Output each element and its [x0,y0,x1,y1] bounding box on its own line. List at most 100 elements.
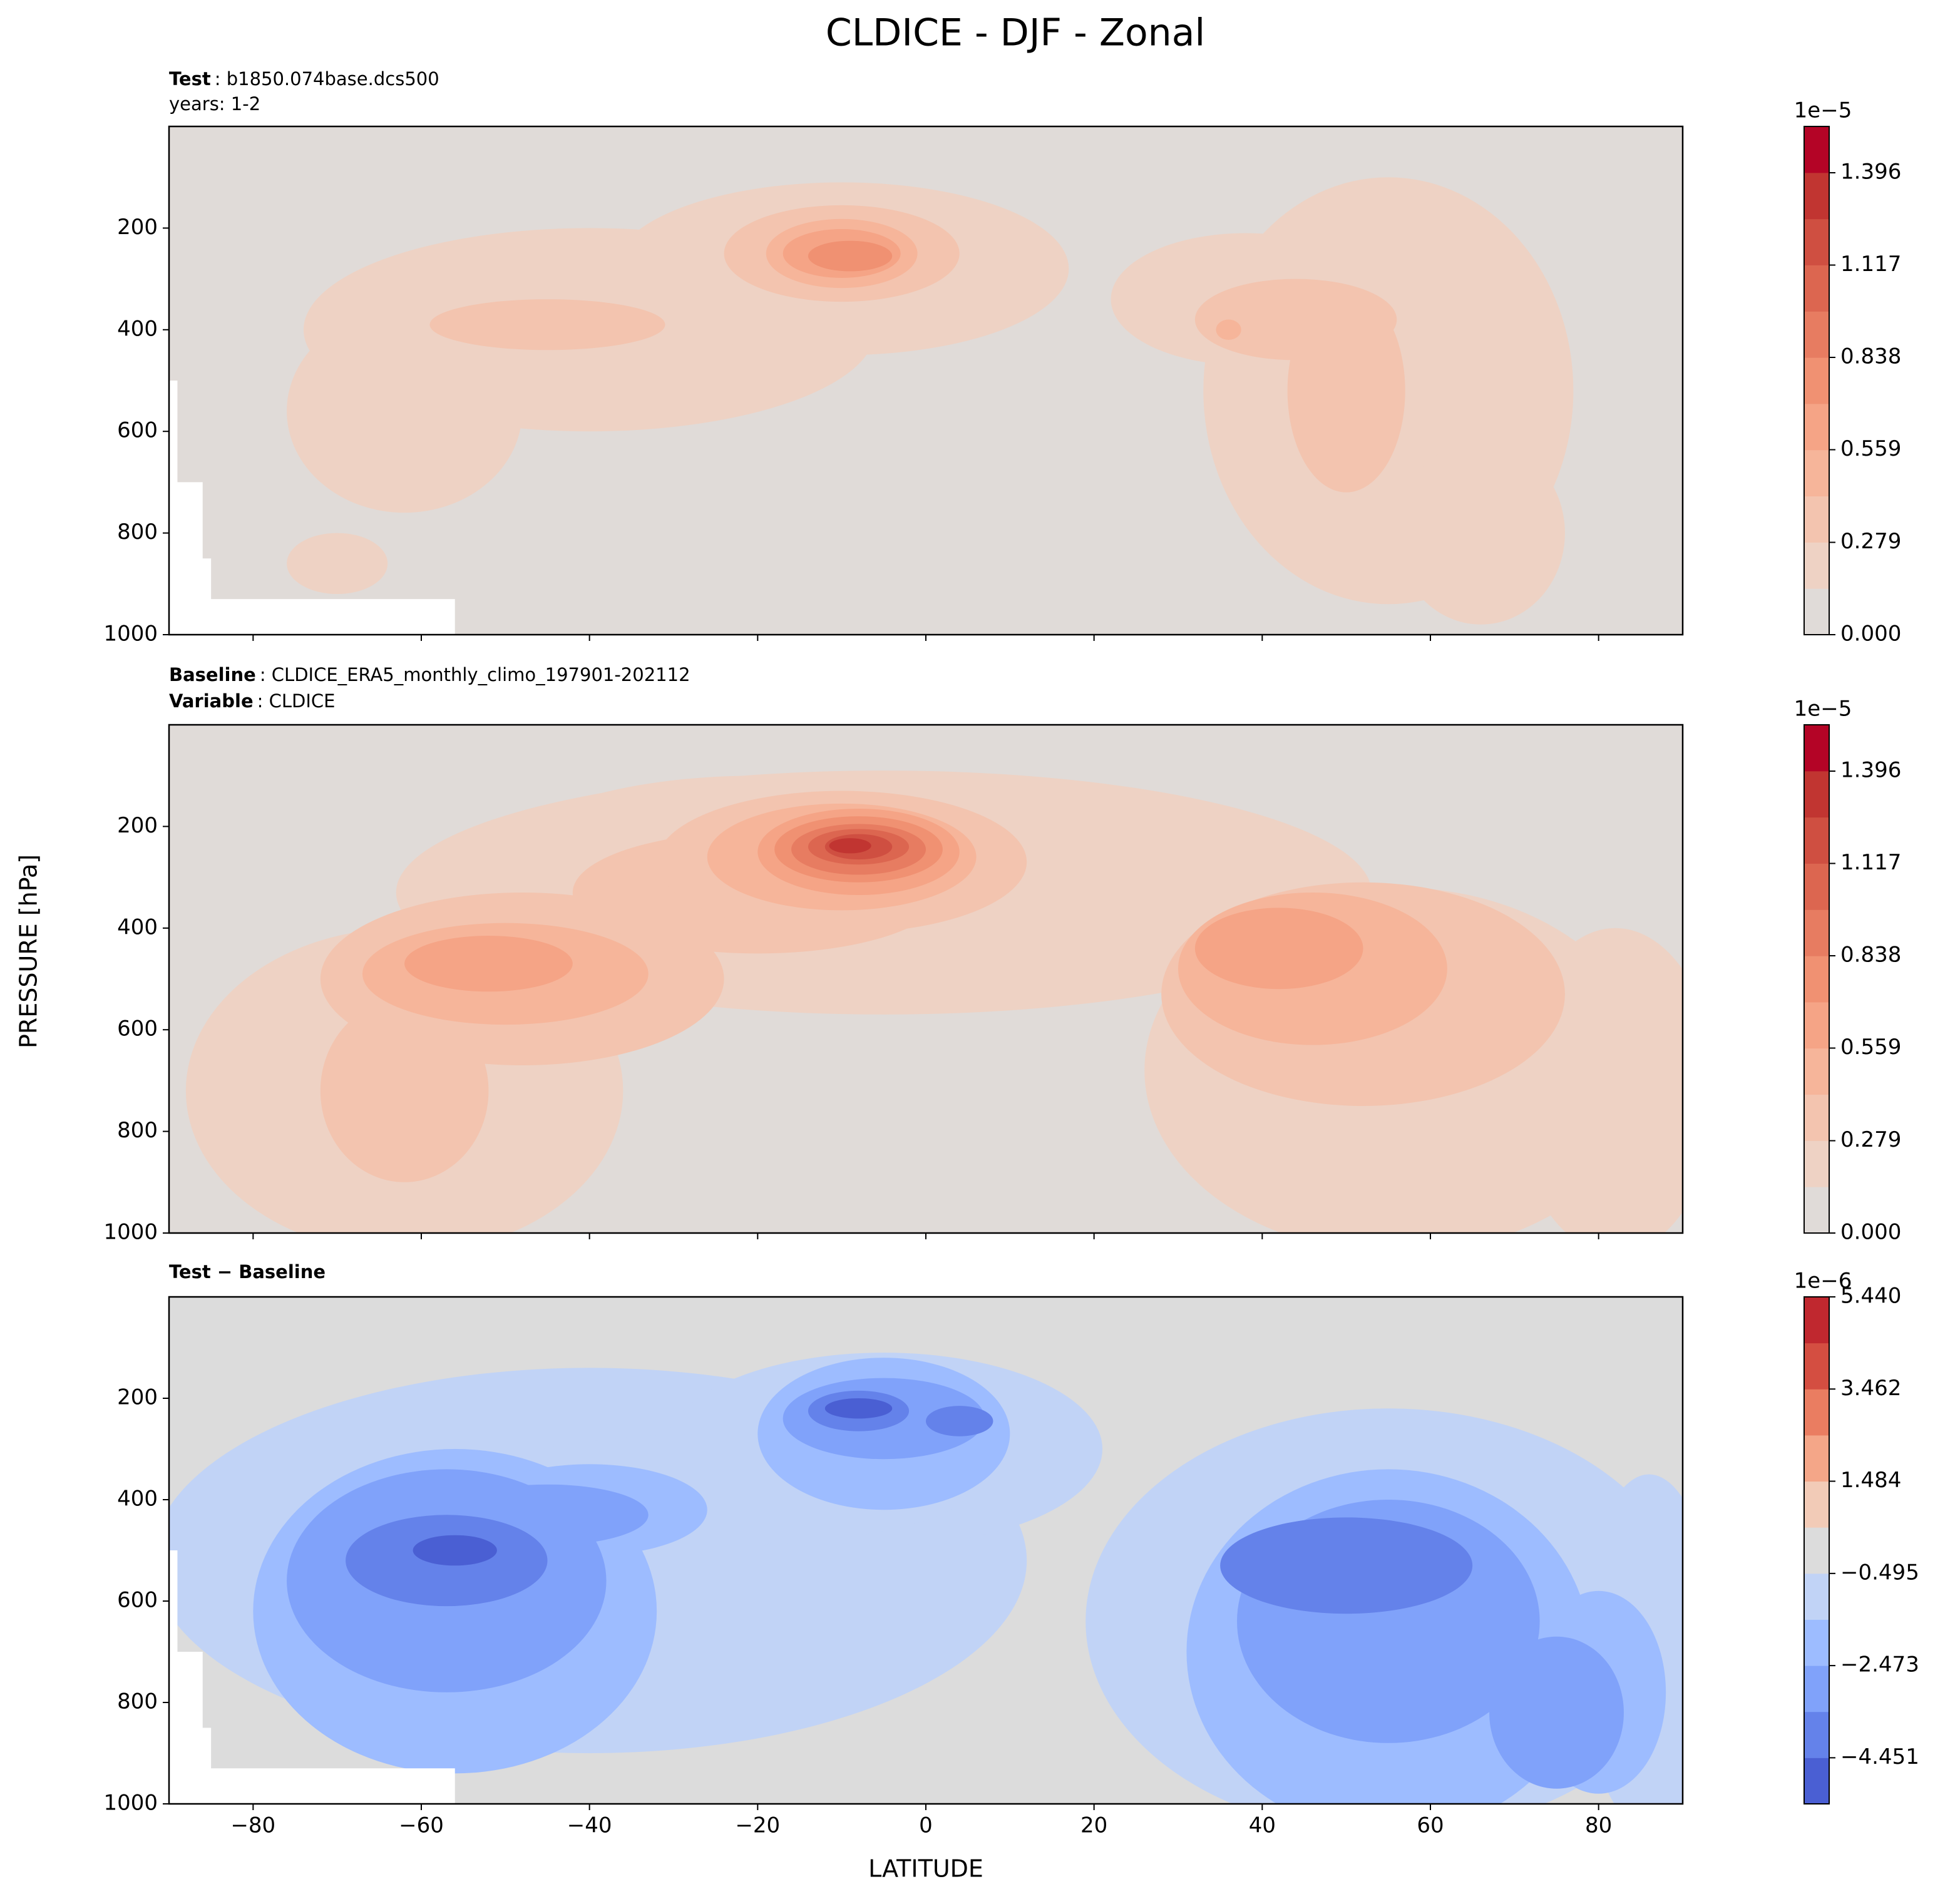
x-tick-label: −60 [399,1813,444,1838]
contour-region [1194,908,1363,990]
contour-region [808,240,893,272]
colorbar-tick-label: 0.559 [1840,436,1901,461]
colorbar-band [1804,1343,1829,1390]
colorbar-band [1804,1619,1829,1666]
colorbar-band [1804,1048,1829,1095]
colorbar-band [1804,311,1829,358]
subtitle: Test: b1850.074base.dcs500 [169,68,439,90]
subtitle-text: : CLDICE [257,690,336,712]
y-tick-label: 1000 [103,622,158,647]
colorbar-band [1804,496,1829,543]
colorbar-band [1804,1187,1829,1234]
colorbar-frame [1804,724,1830,1234]
colorbar-band [1804,1001,1829,1049]
colorbar-band [1804,265,1829,312]
colorbar-frame [1804,1296,1830,1804]
colorbar-band [1804,1297,1829,1344]
colorbar-band [1804,126,1829,173]
colorbar-tick-label: 0.279 [1840,1127,1901,1152]
y-axis-label: PRESSURE [hPa] [15,854,43,1048]
colorbar-tick-label: 0.838 [1840,942,1901,967]
y-tick-label: 200 [117,1385,158,1410]
contour-region [926,1406,993,1436]
colorbar-band [1804,1573,1829,1620]
contour-region [824,1398,893,1419]
colorbar-tick-label: 1.396 [1840,758,1901,783]
contour-field [169,126,1683,635]
colorbar-tick-label: 0.000 [1840,622,1901,647]
colorbar-band [1804,1481,1829,1528]
x-tick-label: 0 [919,1813,933,1838]
colorbar-band [1804,218,1829,265]
x-tick-label: 60 [1417,1813,1444,1838]
colorbar-band [1804,542,1829,589]
colorbar-band [1804,1758,1829,1804]
x-tick-label: 20 [1080,1813,1107,1838]
colorbar-band [1804,172,1829,220]
contour-region [1216,319,1241,340]
contour-region [404,935,573,992]
contour-region [1489,1636,1624,1789]
colorbar-tick-label: 0.838 [1840,344,1901,369]
colorbar-band [1804,403,1829,451]
colorbar-band [1804,817,1829,864]
contour-region [287,533,388,595]
colorbar-band [1804,1389,1829,1436]
x-tick-label: 80 [1585,1813,1612,1838]
contour-region [287,309,523,513]
colorbar-frame [1804,126,1830,635]
subtitle-text: : CLDICE_ERA5_monthly_climo_197901-20211… [260,664,690,685]
colorbar-tick-label: 0.000 [1840,1220,1901,1245]
x-tick-label: −40 [567,1813,612,1838]
colorbar-offset: 1e−5 [1794,98,1852,123]
y-tick-label: 800 [117,520,158,545]
y-tick-label: 200 [117,813,158,838]
y-tick-label: 800 [117,1689,158,1714]
figure-title: CLDICE - DJF - Zonal [826,11,1205,55]
y-tick-label: 600 [117,1588,158,1613]
subtitle-label: Baseline [169,664,256,685]
missing-region [169,381,455,635]
subtitle-text: : b1850.074base.dcs500 [215,68,439,90]
colorbar-tick-label: 0.559 [1840,1035,1901,1060]
subtitle: Test − Baseline [169,1261,326,1282]
colorbar-band [1804,1140,1829,1187]
contour-region [320,999,489,1182]
colorbar-band [1804,725,1829,772]
contour-region [1397,441,1565,625]
colorbar-tick-label: −2.473 [1840,1652,1919,1677]
subtitle-label: Test [169,68,211,90]
colorbar-tick-label: −0.495 [1840,1560,1919,1585]
y-tick-label: 600 [117,418,158,443]
contour-region [1287,289,1405,493]
colorbar-tick-label: 1.117 [1840,252,1901,277]
colorbar-tick-label: 3.462 [1840,1376,1901,1401]
colorbar-tick-label: 1.396 [1840,160,1901,185]
x-tick-label: 40 [1249,1813,1276,1838]
colorbar-band [1804,770,1829,818]
colorbar-band [1804,956,1829,1003]
x-axis-label: LATITUDE [868,1855,983,1883]
colorbar-band [1804,1435,1829,1482]
y-tick-label: 600 [117,1016,158,1042]
contour-region [829,838,871,854]
contour-region [413,1535,497,1566]
colorbar-band [1804,863,1829,910]
colorbar-offset: 1e−5 [1794,697,1852,722]
colorbar-tick-label: −4.451 [1840,1744,1919,1769]
x-tick-label: −80 [230,1813,275,1838]
colorbar-band [1804,357,1829,404]
y-tick-label: 400 [117,914,158,939]
colorbar-band [1804,1711,1829,1758]
subtitle-label: Test − Baseline [169,1261,326,1282]
subtitle-text: years: 1-2 [169,93,260,115]
x-tick-label: −20 [735,1813,780,1838]
colorbar-band [1804,449,1829,497]
contour-field [169,725,1683,1233]
y-tick-label: 200 [117,215,158,240]
colorbar-band [1804,909,1829,956]
colorbar-band [1804,588,1829,635]
colorbar-band [1804,1094,1829,1141]
colorbar-tick-label: 0.279 [1840,529,1901,554]
